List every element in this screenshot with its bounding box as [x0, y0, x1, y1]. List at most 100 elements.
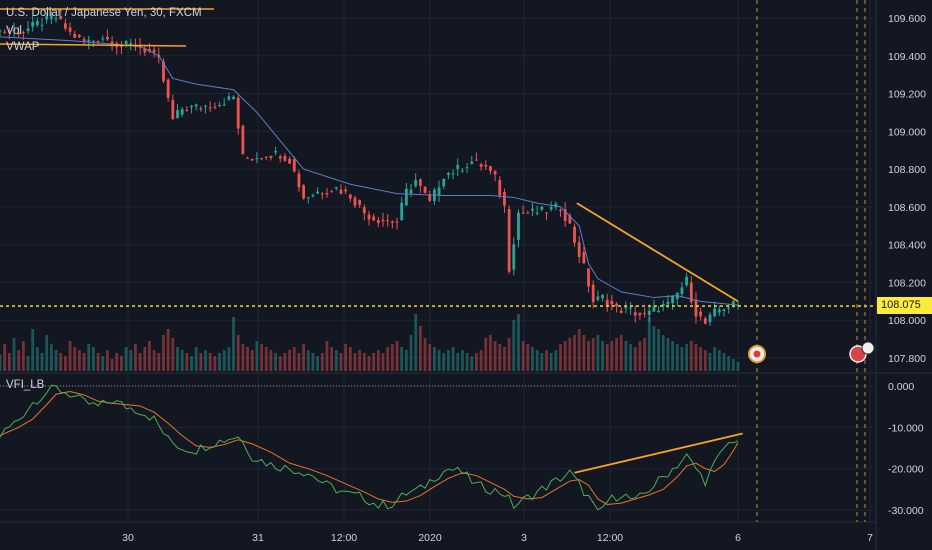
volume-bar — [208, 353, 212, 371]
volume-bar — [222, 350, 226, 371]
candle-body — [96, 41, 100, 43]
candle-body — [423, 186, 427, 193]
volume-bar — [241, 344, 245, 371]
candle-body — [311, 194, 315, 197]
volume-bar — [344, 344, 348, 371]
candle-body — [82, 39, 86, 43]
candle-body — [428, 194, 432, 201]
candle-body — [12, 30, 16, 32]
x-tick-label: 31 — [252, 532, 264, 544]
volume-bar — [278, 356, 282, 371]
candle-body — [727, 307, 731, 309]
volume-bar — [269, 350, 273, 371]
candle-body — [92, 40, 95, 42]
volume-bar — [162, 335, 165, 371]
candle-body — [176, 110, 179, 118]
candle-body — [376, 220, 380, 224]
volume-bar — [166, 329, 170, 371]
candle-body — [498, 179, 502, 196]
volume-bar — [138, 353, 142, 371]
volume-bar — [96, 353, 100, 371]
candle-body — [390, 221, 394, 223]
event-marker-dot — [753, 350, 761, 358]
volume-bars — [0, 314, 740, 371]
volume-bar — [694, 344, 698, 371]
candle-body — [708, 314, 712, 323]
candle-body — [129, 42, 133, 45]
candle-body — [59, 15, 63, 20]
volume-bar — [559, 344, 562, 371]
candle-body — [722, 309, 726, 312]
volume-bar — [503, 347, 506, 371]
volume-bar — [540, 353, 544, 371]
candle-body — [362, 207, 366, 214]
candle-body — [204, 105, 207, 107]
volume-bar — [334, 350, 338, 371]
volume-bar — [185, 353, 189, 371]
volume-bar — [376, 350, 380, 371]
candle-body — [489, 166, 492, 171]
candle-body — [232, 96, 235, 99]
volume-bar — [666, 338, 670, 371]
vfi-y-tick-label: -20.000 — [888, 464, 924, 476]
last-price-label: 108.075 — [877, 297, 932, 314]
volume-bar — [40, 353, 44, 371]
candle-body — [381, 219, 385, 222]
volume-bar — [320, 353, 324, 371]
volume-bar — [390, 344, 394, 371]
candle-body — [218, 104, 221, 106]
candle-body — [461, 170, 464, 172]
vfi-trendline — [574, 432, 743, 474]
volume-bar — [45, 335, 49, 371]
candle-body — [661, 303, 665, 306]
volume-bar — [418, 326, 422, 371]
volume-bar — [124, 347, 128, 371]
vol-legend: Vol — [6, 25, 22, 37]
volume-bar — [59, 353, 63, 371]
volume-bar — [302, 344, 306, 371]
candle-body — [568, 215, 572, 224]
volume-bar — [512, 320, 516, 371]
volume-bar — [633, 347, 637, 371]
candle-body — [353, 197, 357, 206]
overlays — [0, 0, 876, 522]
volume-bar — [475, 353, 478, 371]
candle-body — [601, 294, 604, 299]
volume-bar — [414, 314, 418, 371]
volume-bar — [120, 356, 123, 371]
candle-body — [250, 159, 254, 161]
candle-body — [297, 173, 301, 188]
volume-bar — [591, 338, 595, 371]
candle-body — [559, 210, 562, 212]
volume-bar — [180, 350, 184, 371]
volume-bar — [101, 356, 105, 371]
volume-bar — [521, 341, 525, 371]
candle-body — [185, 110, 189, 112]
candle-body — [549, 206, 553, 210]
candle-body — [3, 31, 7, 33]
volume-bar — [479, 350, 483, 371]
y-tick-label: 107.800 — [888, 353, 926, 365]
volume-bar — [577, 329, 581, 371]
candle-body — [148, 49, 151, 52]
candle-body — [671, 295, 675, 304]
volume-bar — [73, 347, 77, 371]
volume-bar — [549, 353, 553, 371]
candle-body — [78, 35, 81, 37]
candle-body — [143, 48, 147, 53]
y-tick-label: 109.600 — [888, 13, 926, 25]
candle-body — [162, 61, 165, 82]
candle-body — [624, 307, 628, 309]
candle-body — [475, 159, 478, 161]
volume-bar — [596, 335, 600, 371]
y-tick-label: 109.400 — [888, 51, 926, 63]
candle-body — [274, 151, 277, 153]
volume-bar — [736, 362, 740, 371]
candle-body — [17, 32, 21, 35]
candle-body — [180, 109, 184, 115]
volume-bar — [409, 335, 413, 371]
candle-body — [339, 189, 343, 194]
candle-body — [596, 296, 600, 300]
